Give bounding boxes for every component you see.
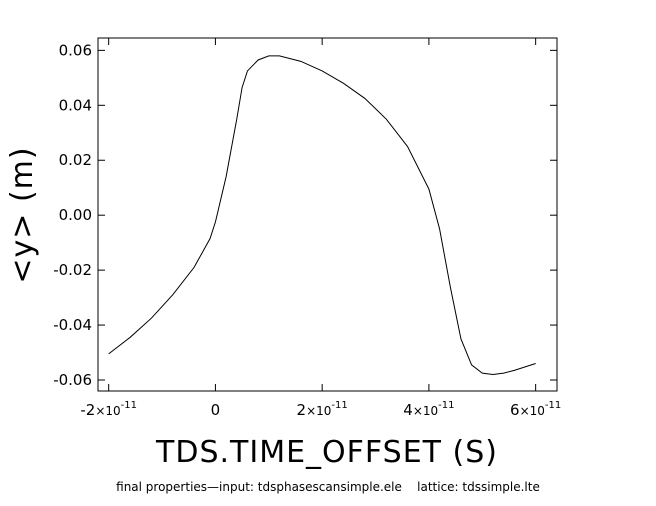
x-tick-label: -2×10-11 (80, 400, 137, 419)
x-tick-exponent: -11 (545, 400, 561, 411)
x-tick-base: ×10 (520, 404, 545, 418)
y-tick-label: -0.02 (53, 261, 92, 279)
x-tick-exponent: -11 (121, 400, 137, 411)
x-tick-label: 6×10-11 (510, 400, 561, 419)
x-tick-base: ×10 (95, 404, 120, 418)
series-line (108, 55, 536, 376)
x-tick-label: 0 (211, 401, 221, 419)
x-axis-title: TDS.TIME_OFFSET (S) (155, 435, 498, 470)
y-axis-title: <y> (m) (5, 146, 40, 283)
x-tick-label: 2×10-11 (297, 400, 348, 419)
x-tick-label: 4×10-11 (403, 400, 454, 419)
y-tick-label: 0.00 (59, 206, 92, 224)
x-axis-ticks: -2×10-11 0 2×10-11 4×10-11 6×10-11 (80, 38, 561, 419)
y-axis-ticks: 0.06 0.04 0.02 0.00 -0.02 -0.04 -0.06 (53, 41, 557, 389)
y-tick-label: -0.04 (53, 316, 92, 334)
x-tick-exponent: -11 (438, 400, 454, 411)
y-tick-label: 0.02 (59, 151, 92, 169)
x-tick-mantissa: -2 (80, 401, 95, 419)
plot-caption: final properties—input: tdsphasescansimp… (116, 480, 540, 494)
y-tick-label: -0.06 (53, 371, 92, 389)
plot-frame (97, 37, 558, 392)
x-tick-base: ×10 (306, 404, 331, 418)
x-tick-exponent: -11 (331, 400, 347, 411)
y-tick-label: 0.06 (59, 41, 92, 59)
x-tick-base: ×10 (413, 404, 438, 418)
x-tick-mantissa: 2 (297, 401, 307, 419)
y-tick-label: 0.04 (59, 96, 92, 114)
x-tick-mantissa: 4 (403, 401, 413, 419)
x-tick-mantissa: 6 (510, 401, 520, 419)
